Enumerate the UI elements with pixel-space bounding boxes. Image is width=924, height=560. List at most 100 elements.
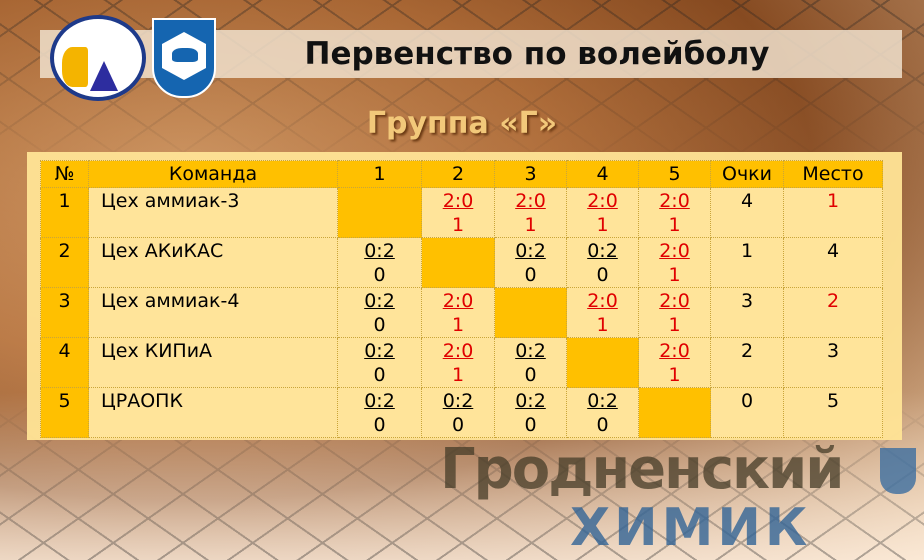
match-score: 2:0 bbox=[659, 190, 690, 212]
match-cell: 2:0 1 bbox=[421, 287, 495, 338]
match-points: 0 bbox=[524, 264, 537, 286]
match-cell: 0:2 0 bbox=[337, 287, 422, 338]
match-points: 1 bbox=[451, 364, 465, 386]
match-points: 0 bbox=[373, 264, 386, 286]
team-name: Цех аммиак-4 bbox=[88, 287, 338, 338]
total-points: 4 bbox=[710, 187, 784, 238]
match-cell: 2:0 1 bbox=[638, 237, 711, 288]
match-points: 0 bbox=[373, 364, 386, 386]
bison-icon bbox=[172, 48, 198, 62]
place: 5 bbox=[783, 387, 883, 438]
match-points: 1 bbox=[668, 364, 681, 386]
table-row: 2 Цех АКиКАС 0:2 0 0:2 0 0:2 0 2:0 1 1 4 bbox=[40, 237, 883, 288]
match-points: 0 bbox=[524, 364, 537, 386]
match-cell: 2:0 1 bbox=[638, 187, 711, 238]
column-header: № bbox=[40, 160, 89, 188]
place: 1 bbox=[783, 187, 883, 238]
match-score: 2:0 bbox=[587, 290, 618, 312]
belkhim-logo bbox=[50, 15, 146, 101]
match-cell: 0:2 0 bbox=[566, 387, 639, 438]
match-score: 0:2 bbox=[364, 240, 395, 262]
diagonal-cell bbox=[421, 237, 495, 288]
total-points: 3 bbox=[710, 287, 784, 338]
place: 4 bbox=[783, 237, 883, 288]
team-name: ЦРАОПК bbox=[88, 387, 338, 438]
match-score: 2:0 bbox=[659, 290, 690, 312]
diagonal-cell bbox=[494, 287, 567, 338]
match-score: 2:0 bbox=[659, 240, 690, 262]
match-cell: 0:2 0 bbox=[337, 387, 422, 438]
column-header: 1 bbox=[337, 160, 422, 188]
team-name: Цех КИПиА bbox=[88, 337, 338, 388]
team-name: Цех АКиКАС bbox=[88, 237, 338, 288]
match-cell: 0:2 0 bbox=[566, 237, 639, 288]
match-score: 0:2 bbox=[515, 240, 546, 262]
match-score: 0:2 bbox=[364, 340, 395, 362]
match-points: 0 bbox=[373, 314, 386, 336]
match-cell: 0:2 0 bbox=[494, 237, 567, 288]
match-score: 2:0 bbox=[659, 340, 690, 362]
column-header: 3 bbox=[494, 160, 567, 188]
row-number: 1 bbox=[40, 187, 89, 238]
match-score: 0:2 bbox=[587, 240, 618, 262]
match-points: 1 bbox=[668, 264, 681, 286]
match-points: 1 bbox=[668, 314, 681, 336]
match-score: 0:2 bbox=[364, 290, 395, 312]
match-points: 1 bbox=[596, 314, 609, 336]
match-points: 0 bbox=[596, 414, 609, 436]
match-score: 2:0 bbox=[442, 290, 474, 312]
match-score: 0:2 bbox=[587, 390, 618, 412]
match-score: 2:0 bbox=[515, 190, 546, 212]
team-name: Цех аммиак-3 bbox=[88, 187, 338, 238]
column-header: 2 bbox=[421, 160, 495, 188]
column-header: Команда bbox=[88, 160, 338, 188]
match-cell: 0:2 0 bbox=[337, 237, 422, 288]
total-points: 0 bbox=[710, 387, 784, 438]
match-points: 1 bbox=[596, 214, 609, 236]
match-cell: 2:0 1 bbox=[494, 187, 567, 238]
total-points: 1 bbox=[710, 237, 784, 288]
column-header: Место bbox=[783, 160, 883, 188]
grodno-coat-of-arms-logo bbox=[152, 18, 216, 98]
table-header: № Команда 1 2 3 4 5 Очки Место bbox=[40, 160, 883, 188]
match-score: 0:2 bbox=[515, 390, 546, 412]
match-cell: 2:0 1 bbox=[566, 187, 639, 238]
match-cell: 2:0 1 bbox=[566, 287, 639, 338]
flask-icon bbox=[90, 61, 118, 91]
match-score: 2:0 bbox=[442, 340, 474, 362]
diagonal-cell bbox=[638, 387, 711, 438]
standings-table: № Команда 1 2 3 4 5 Очки Место 1 Цех аммиак-3 2:0 1… bbox=[40, 160, 883, 438]
match-cell: 0:2 0 bbox=[494, 387, 567, 438]
match-cell: 2:0 1 bbox=[638, 287, 711, 338]
table-row: 1 Цех аммиак-3 2:0 1 2:0 1 2:0 1 2:0 1 4 1 bbox=[40, 187, 883, 238]
table-row: 3 Цех аммиак-4 0:2 0 2:0 1 2:0 1 2:0 1 3 2 bbox=[40, 287, 883, 338]
match-points: 1 bbox=[451, 314, 465, 336]
place: 2 bbox=[783, 287, 883, 338]
match-points: 1 bbox=[668, 214, 681, 236]
column-header: Очки bbox=[710, 160, 784, 188]
match-points: 1 bbox=[524, 214, 537, 236]
match-points: 0 bbox=[451, 414, 465, 436]
match-points: 0 bbox=[524, 414, 537, 436]
match-score: 2:0 bbox=[442, 190, 474, 212]
table-row: 5 ЦРАОПК 0:2 0 0:2 0 0:2 0 0:2 0 0 5 bbox=[40, 387, 883, 438]
row-number: 4 bbox=[40, 337, 89, 388]
row-number: 3 bbox=[40, 287, 89, 338]
place: 3 bbox=[783, 337, 883, 388]
column-header: 4 bbox=[566, 160, 639, 188]
total-points: 2 bbox=[710, 337, 784, 388]
diagonal-cell bbox=[337, 187, 422, 238]
row-number: 2 bbox=[40, 237, 89, 288]
match-points: 1 bbox=[451, 214, 465, 236]
match-cell: 0:2 0 bbox=[337, 337, 422, 388]
match-cell: 0:2 0 bbox=[494, 337, 567, 388]
match-points: 0 bbox=[373, 414, 386, 436]
row-number: 5 bbox=[40, 387, 89, 438]
group-title: Группа «Г» bbox=[366, 106, 558, 141]
match-cell: 2:0 1 bbox=[638, 337, 711, 388]
match-points: 0 bbox=[596, 264, 609, 286]
wheat-icon bbox=[62, 47, 88, 87]
match-score: 0:2 bbox=[364, 390, 395, 412]
match-cell: 2:0 1 bbox=[421, 187, 495, 238]
page-title: Первенство по волейболу bbox=[304, 36, 770, 72]
